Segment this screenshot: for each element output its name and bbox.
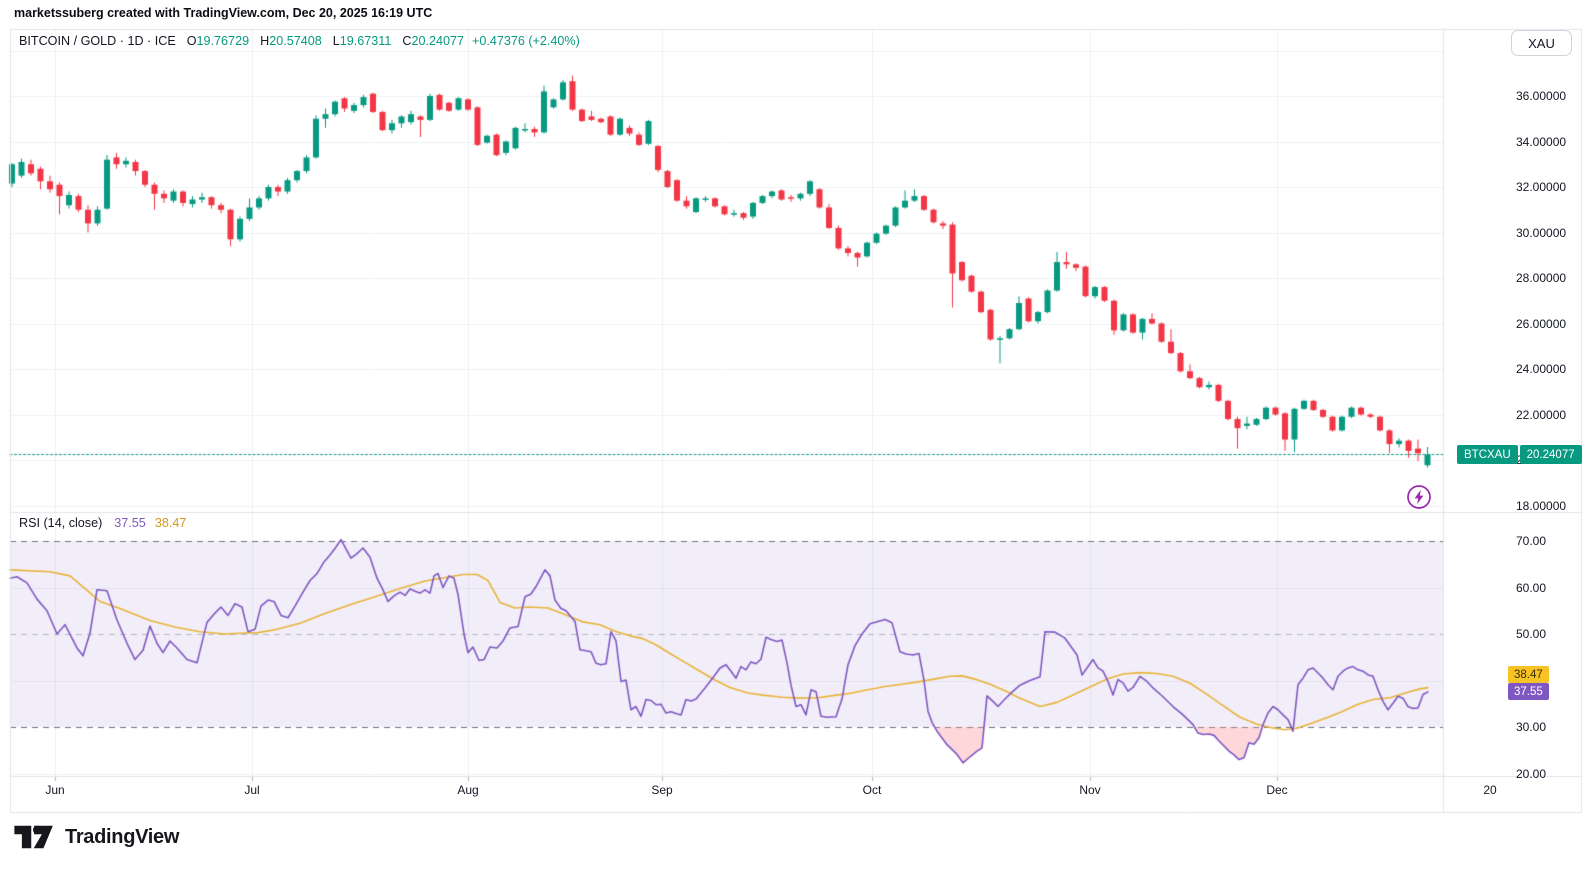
price-axis-label: 26.00000 [1516, 316, 1567, 331]
low-label: L [332, 34, 340, 48]
price-axis-label: 18.00000 [1516, 498, 1567, 513]
price-axis-label: 34.00000 [1516, 134, 1567, 149]
tradingview-logo-text: TradingView [65, 825, 180, 848]
price-axis-label: 32.00000 [1516, 180, 1567, 194]
price-axis-label: 22.00000 [1516, 407, 1567, 422]
time-axis-label: Sep [651, 783, 673, 797]
rsi-legend[interactable]: RSI (14, close) 37.55 38.47 [19, 516, 186, 530]
rsi-ma-value: 38.47 [154, 516, 187, 530]
flash-icon[interactable] [1406, 484, 1432, 510]
time-axis-label: Jun [45, 783, 65, 797]
symbol-legend[interactable]: BITCOIN / GOLD · 1D · ICE O19.76729 H20.57… [19, 34, 580, 48]
close-value: 20.24077 [411, 34, 464, 48]
change-value: +0.47376 (+2.40%) [471, 34, 580, 48]
rsi-value-badge: 37.55 [1508, 683, 1549, 700]
rsi-legend-title: RSI (14, close) [19, 516, 103, 530]
rsi-ma-badge: 38.47 [1508, 666, 1549, 683]
low-value: 19.67311 [339, 34, 392, 48]
tradingview-logo-mark [14, 825, 53, 849]
rsi-axis-label: 70.00 [1516, 534, 1547, 548]
rsi-axis-label: 60.00 [1516, 580, 1547, 595]
tradingview-logo[interactable]: TradingView [14, 822, 179, 852]
time-axis-label: Nov [1079, 783, 1101, 797]
time-axis-label: Oct [862, 783, 882, 797]
attribution-text: marketssuberg created with TradingView.c… [14, 6, 433, 20]
price-axis-label: 28.00000 [1516, 271, 1567, 285]
rsi-axis-label: 50.00 [1516, 627, 1547, 641]
open-label: O [186, 34, 197, 48]
last-price-badge-symbol: BTCXAU [1457, 445, 1518, 465]
last-price-badge: BTCXAU 20.24077 [1457, 445, 1582, 465]
price-axis-label: 24.00000 [1516, 362, 1567, 376]
high-label: H [260, 34, 270, 48]
last-price-badge-value: 20.24077 [1519, 445, 1582, 465]
time-axis-label: Dec [1266, 783, 1288, 797]
rsi-axis-label: 20.00 [1516, 766, 1547, 781]
time-axis-label: Jul [244, 783, 260, 797]
close-label: C [402, 34, 412, 48]
open-value: 19.76729 [196, 34, 250, 48]
rsi-current-value: 37.55 [114, 516, 146, 530]
rsi-axis-label: 30.00 [1516, 720, 1547, 734]
price-axis-label: 36.00000 [1516, 89, 1567, 103]
symbol-title: BITCOIN / GOLD · 1D · ICE [19, 34, 176, 48]
time-axis-label: Aug [457, 783, 479, 797]
time-axis-label: 20 [1483, 783, 1497, 797]
currency-unit-button[interactable]: XAU [1511, 30, 1572, 56]
high-value: 20.57408 [269, 34, 322, 48]
price-axis-label: 30.00000 [1516, 225, 1567, 240]
